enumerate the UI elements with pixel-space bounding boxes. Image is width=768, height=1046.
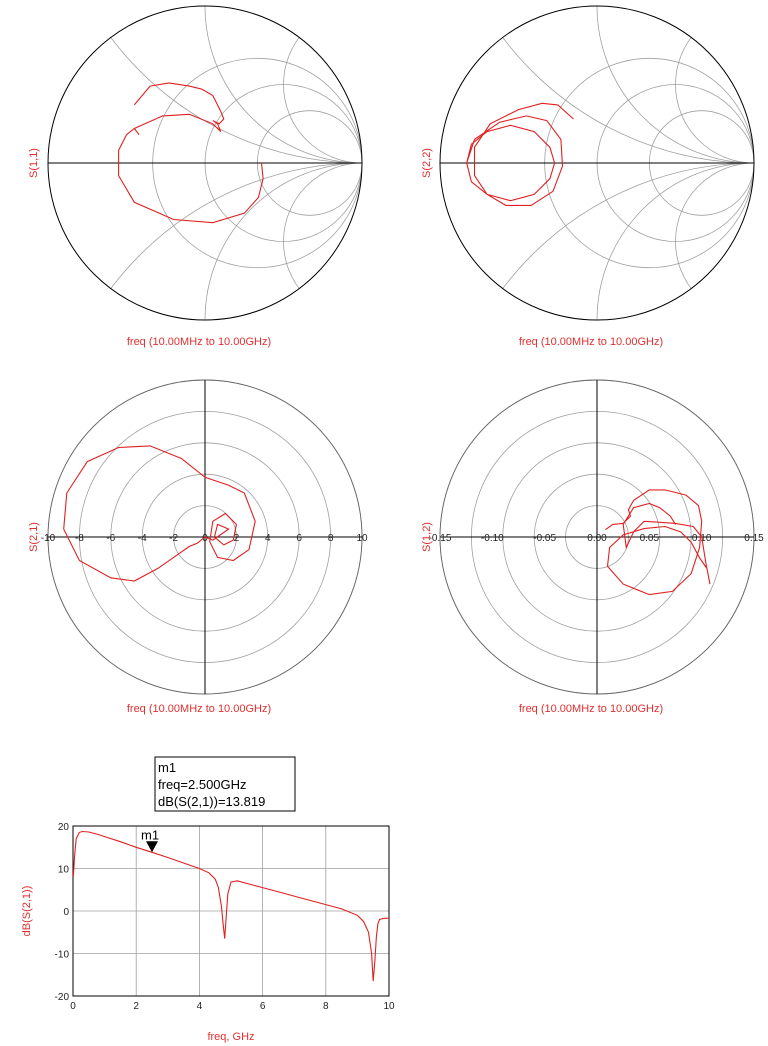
s11-xlabel: freq (10.00MHz to 10.00GHz): [127, 336, 271, 348]
y-tick-label: -10: [55, 950, 70, 961]
tick-label: -0.10: [481, 533, 504, 544]
x-tick-label: 8: [323, 1001, 329, 1012]
s12-xlabel: freq (10.00MHz to 10.00GHz): [519, 703, 663, 715]
reactance-arc: [675, 162, 754, 320]
line-tick-labels: 0 2 4 6 8 10 20 10 0 -10 -20: [55, 822, 395, 1012]
line-grid: [72, 825, 390, 997]
y-tick-label: 10: [58, 865, 70, 876]
marker-label: m1: [141, 827, 159, 842]
smith-chart-s11: S(1,1) freq (10.00MHz to 10.00GHz): [28, 5, 363, 348]
reactance-arc: [283, 6, 362, 164]
db-s21-trace: [72, 830, 389, 982]
s22-xlabel: freq (10.00MHz to 10.00GHz): [519, 336, 663, 348]
s21-xlabel: freq (10.00MHz to 10.00GHz): [127, 703, 271, 715]
db-s21-ylabel: dB(S(2,1)): [21, 886, 33, 937]
reactance-arc: [204, 6, 362, 164]
tick-label: 0.15: [744, 533, 764, 544]
s21-trace: [63, 445, 256, 582]
smith-grid: [48, 6, 362, 320]
reactance-arc: [596, 6, 754, 164]
tick-label: -2: [169, 533, 178, 544]
tick-label: 0: [202, 533, 208, 544]
polar-tick-labels: -10 -8 -6 -4 -2 0 2 4 6 8 10: [41, 533, 368, 544]
reactance-arc: [440, 6, 754, 164]
y-tick-label: 20: [58, 822, 70, 833]
marker-readout-box[interactable]: m1 freq=2.500GHz dB(S(2,1))=13.819: [154, 756, 296, 812]
smith-grid: [440, 6, 754, 320]
tick-label: 0.00: [587, 533, 607, 544]
marker-name: m1: [158, 760, 176, 775]
tick-label: -0.15: [429, 533, 452, 544]
polar-grid: [47, 379, 363, 695]
polar-grid: [439, 379, 755, 695]
tick-label: 4: [265, 533, 271, 544]
tick-label: 10: [356, 533, 368, 544]
s12-trace: [605, 489, 711, 596]
plot-frame: [72, 825, 390, 997]
s22-trace: [466, 102, 574, 206]
x-tick-label: 6: [260, 1001, 266, 1012]
polar-chart-s12: -0.15 -0.10 -0.05 0.00 0.05 0.10 0.15 S(1,2) f…: [421, 379, 765, 715]
marker-freq: freq=2.500GHz: [158, 777, 247, 792]
tick-label: 6: [296, 533, 302, 544]
tick-label: -0.05: [533, 533, 556, 544]
reactance-arc: [596, 162, 754, 320]
db-s21-xlabel: freq, GHz: [207, 1031, 254, 1043]
s12-ylabel: S(1,2): [421, 522, 433, 552]
polar-chart-s21: -10 -8 -6 -4 -2 0 2 4 6 8 10 S(2,1) freq (10.00MHz…: [28, 379, 368, 715]
tick-label: -4: [138, 533, 147, 544]
tick-label: 8: [328, 533, 334, 544]
tick-label: -10: [41, 533, 56, 544]
reactance-arc: [48, 162, 362, 320]
x-tick-label: 10: [383, 1001, 395, 1012]
x-tick-label: 4: [197, 1001, 203, 1012]
tick-label: 2: [234, 533, 240, 544]
y-tick-label: -20: [55, 992, 70, 1003]
s22-ylabel: S(2,2): [421, 148, 433, 178]
s11-trace: [118, 82, 264, 224]
reactance-arc: [48, 6, 362, 164]
polar-tick-labels: -0.15 -0.10 -0.05 0.00 0.05 0.10 0.15: [429, 533, 765, 544]
smith-chart-s22: S(2,2) freq (10.00MHz to 10.00GHz): [421, 5, 755, 348]
x-tick-label: 0: [70, 1001, 76, 1012]
tick-label: -6: [106, 533, 115, 544]
y-tick-label: 0: [63, 907, 69, 918]
marker-triangle-icon: [146, 841, 158, 853]
marker-m1[interactable]: m1: [141, 827, 159, 853]
tick-label: 0.05: [640, 533, 660, 544]
x-tick-label: 2: [133, 1001, 139, 1012]
reactance-arc: [283, 162, 362, 320]
reactance-arc: [204, 162, 362, 320]
marker-value: dB(S(2,1))=13.819: [158, 794, 265, 809]
reactance-arc: [675, 6, 754, 164]
s11-ylabel: S(1,1): [28, 148, 40, 178]
s21-ylabel: S(2,1): [28, 522, 40, 552]
tick-label: -8: [75, 533, 84, 544]
